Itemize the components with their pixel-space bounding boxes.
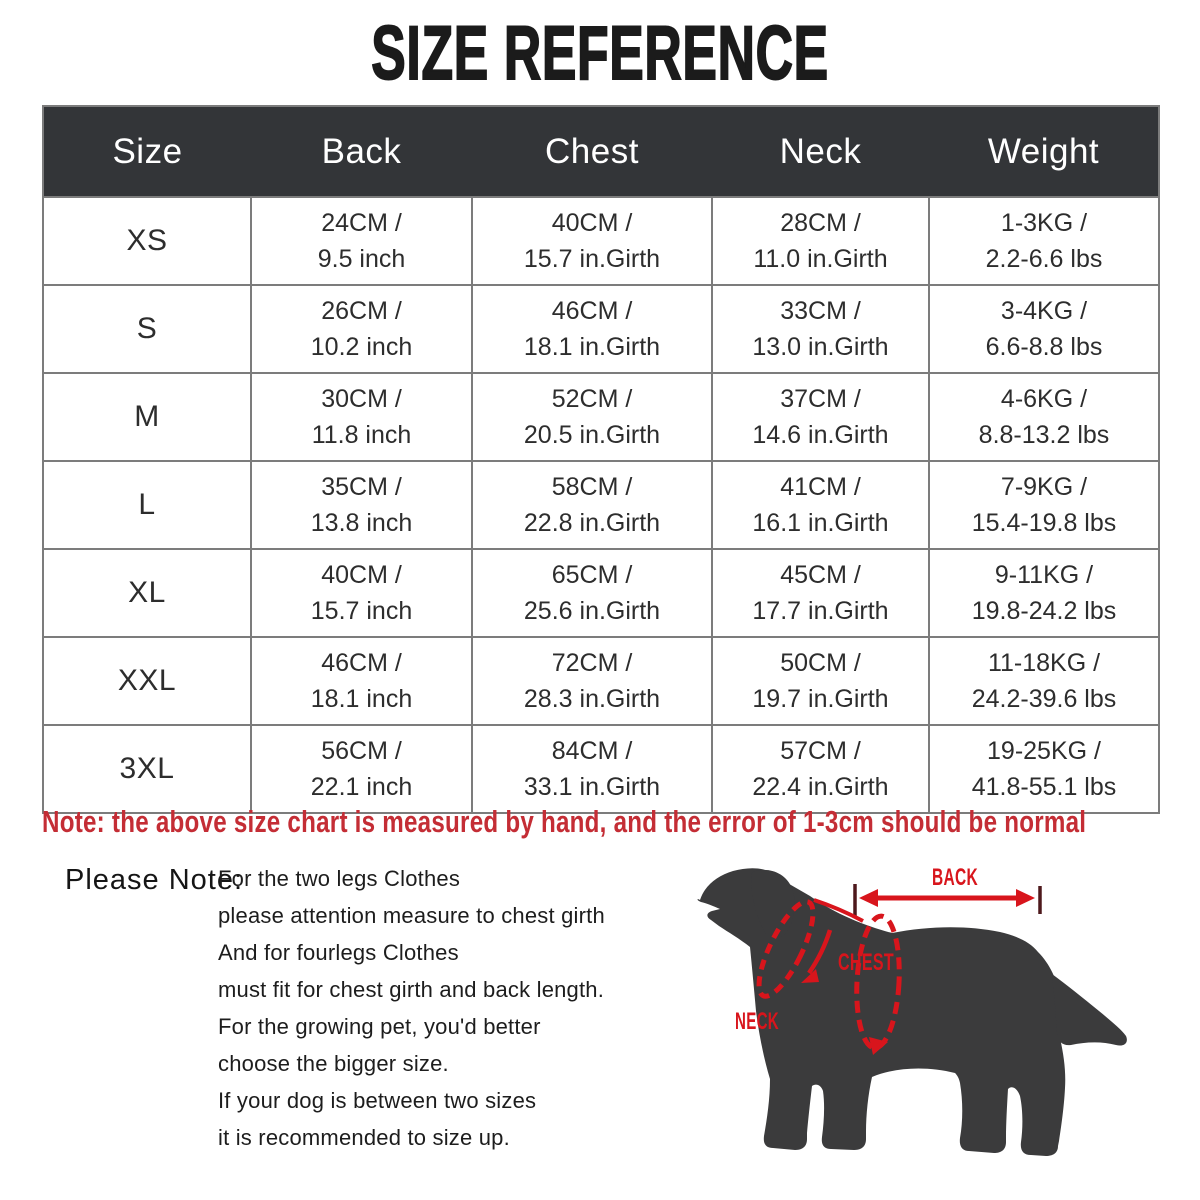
page-title: SIZE REFERENCE — [371, 11, 829, 96]
please-note-line: must fit for chest girth and back length… — [218, 977, 605, 1002]
dog-measurement-diagram: BACK CHEST NECK — [697, 864, 1127, 1156]
neck-measure-loop — [756, 899, 816, 999]
cell-neck: 50CM /19.7 in.Girth — [711, 636, 930, 726]
cell-weight: 9-11KG /19.8-24.2 lbs — [928, 548, 1160, 638]
header-chest: Chest — [472, 106, 712, 197]
table-row: S 26CM /10.2 inch 46CM /18.1 in.Girth 33CM … — [42, 284, 1160, 374]
please-note-line: If your dog is between two sizes — [218, 1088, 537, 1113]
cell-chest: 46CM /18.1 in.Girth — [471, 284, 713, 374]
chest-measure-loop — [854, 913, 902, 1051]
table-row: M 30CM /11.8 inch 52CM /20.5 in.Girth 37CM … — [42, 372, 1160, 462]
measurement-note: Note: the above size chart is measured b… — [42, 804, 1087, 839]
cell-size: 3XL — [42, 724, 252, 814]
please-note-line: And for fourlegs Clothes — [218, 940, 459, 965]
cell-size: XS — [42, 196, 252, 286]
back-label: BACK — [932, 864, 978, 891]
cell-neck: 41CM /16.1 in.Girth — [711, 460, 930, 550]
size-reference-table: Size Back Chest Neck Weight XS 24CM /9.5 … — [42, 105, 1160, 814]
neck-label: NECK — [735, 1008, 779, 1035]
cell-chest: 72CM /28.3 in.Girth — [471, 636, 713, 726]
back-arrowhead-right — [1016, 889, 1035, 907]
back-arrowhead-left — [859, 889, 878, 907]
please-note-lines: For the two legs Clothes please attention… — [218, 866, 605, 1162]
table-row: XS 24CM /9.5 inch 40CM /15.7 in.Girth 28CM … — [42, 196, 1160, 286]
table-row: XL 40CM /15.7 inch 65CM /25.6 in.Girth 45CM… — [42, 548, 1160, 638]
cell-back: 35CM /13.8 inch — [250, 460, 473, 550]
cell-chest: 84CM /33.1 in.Girth — [471, 724, 713, 814]
cell-back: 24CM /9.5 inch — [250, 196, 473, 286]
cell-neck: 28CM /11.0 in.Girth — [711, 196, 930, 286]
cell-neck: 33CM /13.0 in.Girth — [711, 284, 930, 374]
table-row: XXL 46CM /18.1 inch 72CM /28.3 in.Girth 50C… — [42, 636, 1160, 726]
header-size: Size — [43, 106, 251, 197]
please-note-label: Please Note: — [65, 864, 244, 896]
cell-chest: 52CM /20.5 in.Girth — [471, 372, 713, 462]
cell-weight: 19-25KG /41.8-55.1 lbs — [928, 724, 1160, 814]
cell-back: 56CM /22.1 inch — [250, 724, 473, 814]
cell-chest: 65CM /25.6 in.Girth — [471, 548, 713, 638]
header-neck: Neck — [712, 106, 929, 197]
cell-weight: 11-18KG /24.2-39.6 lbs — [928, 636, 1160, 726]
cell-neck: 37CM /14.6 in.Girth — [711, 372, 930, 462]
cell-back: 26CM /10.2 inch — [250, 284, 473, 374]
cell-weight: 4-6KG /8.8-13.2 lbs — [928, 372, 1160, 462]
cell-chest: 40CM /15.7 in.Girth — [471, 196, 713, 286]
harness-strap — [807, 929, 833, 975]
cell-weight: 1-3KG /2.2-6.6 lbs — [928, 196, 1160, 286]
cell-back: 30CM /11.8 inch — [250, 372, 473, 462]
table-header-row: Size Back Chest Neck Weight — [43, 106, 1159, 197]
header-weight: Weight — [929, 106, 1159, 197]
chest-loop-arrowhead — [869, 1037, 888, 1055]
please-note-line: please attention measure to chest girth — [218, 903, 605, 928]
cell-neck: 57CM /22.4 in.Girth — [711, 724, 930, 814]
please-note-line: For the growing pet, you'd better — [218, 1014, 541, 1039]
cell-chest: 58CM /22.8 in.Girth — [471, 460, 713, 550]
table-row: 3XL 56CM /22.1 inch 84CM /33.1 in.Girth 57C… — [42, 724, 1160, 814]
harness-strap-top — [813, 898, 864, 923]
cell-weight: 3-4KG /6.6-8.8 lbs — [928, 284, 1160, 374]
please-note-line: it is recommended to size up. — [218, 1125, 510, 1150]
table-row: L 35CM /13.8 inch 58CM /22.8 in.Girth 41CM … — [42, 460, 1160, 550]
dog-silhouette — [697, 868, 1066, 1156]
please-note-line: choose the bigger size. — [218, 1051, 449, 1076]
cell-size: XL — [42, 548, 252, 638]
cell-size: XXL — [42, 636, 252, 726]
cell-neck: 45CM /17.7 in.Girth — [711, 548, 930, 638]
header-back: Back — [251, 106, 472, 197]
harness-strap-arrowhead — [801, 969, 819, 983]
cell-back: 46CM /18.1 inch — [250, 636, 473, 726]
size-table-body: XS 24CM /9.5 inch 40CM /15.7 in.Girth 28CM … — [42, 196, 1160, 814]
cell-back: 40CM /15.7 inch — [250, 548, 473, 638]
cell-size: L — [42, 460, 252, 550]
cell-weight: 7-9KG /15.4-19.8 lbs — [928, 460, 1160, 550]
dog-tail — [1052, 974, 1127, 1046]
please-note-line: For the two legs Clothes — [218, 866, 461, 891]
cell-size: M — [42, 372, 252, 462]
chest-label: CHEST — [838, 949, 894, 976]
cell-size: S — [42, 284, 252, 374]
